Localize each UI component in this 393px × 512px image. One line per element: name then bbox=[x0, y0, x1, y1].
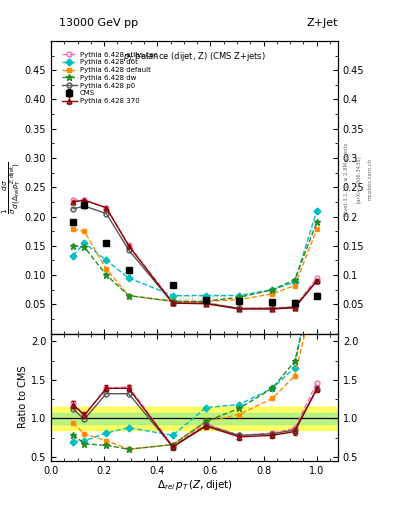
Pythia 6.428 default bbox=[237, 296, 242, 303]
Pythia 6.428 atlas-cac bbox=[292, 304, 297, 310]
Pythia 6.428 default bbox=[314, 226, 319, 232]
Line: Pythia 6.428 d6t: Pythia 6.428 d6t bbox=[71, 208, 319, 298]
Text: [arXiv:1306.3436]: [arXiv:1306.3436] bbox=[356, 155, 361, 203]
Pythia 6.428 d6t bbox=[270, 287, 275, 293]
Pythia 6.428 atlas-cac bbox=[82, 197, 86, 203]
Pythia 6.428 default bbox=[292, 283, 297, 289]
Pythia 6.428 atlas-cac bbox=[171, 300, 175, 306]
Pythia 6.428 atlas-cac bbox=[204, 300, 208, 306]
Pythia 6.428 d6t bbox=[71, 252, 75, 259]
Pythia 6.428 p0 bbox=[82, 203, 86, 209]
Pythia 6.428 d6t bbox=[82, 240, 86, 246]
Pythia 6.428 p0 bbox=[104, 210, 109, 217]
Pythia 6.428 dw bbox=[237, 294, 242, 301]
Pythia 6.428 p0 bbox=[270, 305, 275, 311]
Pythia 6.428 dw bbox=[171, 298, 175, 305]
Pythia 6.428 d6t bbox=[204, 292, 208, 298]
Line: Pythia 6.428 default: Pythia 6.428 default bbox=[71, 227, 319, 304]
Pythia 6.428 d6t bbox=[126, 275, 131, 281]
Pythia 6.428 default bbox=[104, 266, 109, 272]
Text: 13000 GeV pp: 13000 GeV pp bbox=[59, 18, 138, 28]
Pythia 6.428 d6t bbox=[237, 292, 242, 298]
Pythia 6.428 default bbox=[126, 292, 131, 298]
Pythia 6.428 p0 bbox=[314, 278, 319, 284]
Y-axis label: Ratio to CMS: Ratio to CMS bbox=[18, 366, 28, 429]
Pythia 6.428 atlas-cac bbox=[314, 275, 319, 281]
Pythia 6.428 default bbox=[82, 228, 86, 234]
Pythia 6.428 p0 bbox=[204, 300, 208, 306]
Pythia 6.428 atlas-cac bbox=[126, 242, 131, 248]
X-axis label: $\Delta_{rel}\,p_T\,(Z,\mathrm{dijet})$: $\Delta_{rel}\,p_T\,(Z,\mathrm{dijet})$ bbox=[156, 478, 233, 493]
Pythia 6.428 atlas-cac bbox=[270, 305, 275, 311]
Pythia 6.428 d6t bbox=[292, 279, 297, 285]
Pythia 6.428 default bbox=[270, 291, 275, 297]
Line: Pythia 6.428 atlas-cac: Pythia 6.428 atlas-cac bbox=[71, 198, 319, 311]
Pythia 6.428 p0 bbox=[292, 304, 297, 310]
Pythia 6.428 dw bbox=[204, 298, 208, 305]
Text: CMS_2021_I1966118: CMS_2021_I1966118 bbox=[162, 295, 227, 301]
Text: Rivet 3.1.10, ≥ 2.8M events: Rivet 3.1.10, ≥ 2.8M events bbox=[344, 142, 349, 216]
Text: Z+Jet: Z+Jet bbox=[307, 18, 338, 28]
Pythia 6.428 default bbox=[71, 226, 75, 232]
Pythia 6.428 p0 bbox=[237, 305, 242, 311]
Pythia 6.428 dw bbox=[270, 287, 275, 293]
Pythia 6.428 default bbox=[171, 298, 175, 305]
Pythia 6.428 atlas-cac bbox=[71, 197, 75, 203]
Pythia 6.428 atlas-cac bbox=[237, 305, 242, 311]
Pythia 6.428 p0 bbox=[126, 247, 131, 253]
Y-axis label: $\frac{1}{\sigma}\frac{d\sigma}{d(\Delta_{rel}p_T^{Z,\mathrm{dijet}})}$: $\frac{1}{\sigma}\frac{d\sigma}{d(\Delta… bbox=[1, 161, 23, 214]
Pythia 6.428 dw bbox=[71, 243, 75, 249]
Pythia 6.428 dw bbox=[82, 244, 86, 250]
Line: Pythia 6.428 dw: Pythia 6.428 dw bbox=[70, 219, 320, 305]
Legend: Pythia 6.428 atlas-cac, Pythia 6.428 d6t, Pythia 6.428 default, Pythia 6.428 dw,: Pythia 6.428 atlas-cac, Pythia 6.428 d6t… bbox=[60, 50, 159, 105]
Pythia 6.428 default bbox=[204, 298, 208, 305]
Pythia 6.428 dw bbox=[126, 292, 131, 298]
Pythia 6.428 p0 bbox=[71, 206, 75, 212]
Pythia 6.428 atlas-cac bbox=[104, 205, 109, 211]
Pythia 6.428 p0 bbox=[171, 300, 175, 306]
Pythia 6.428 dw bbox=[292, 276, 297, 283]
Pythia 6.428 dw bbox=[314, 219, 319, 225]
Text: mcplots.cern.ch: mcplots.cern.ch bbox=[367, 158, 373, 200]
Line: Pythia 6.428 p0: Pythia 6.428 p0 bbox=[71, 204, 319, 311]
Pythia 6.428 d6t bbox=[104, 258, 109, 264]
Text: $p_T$ balance (dijet, Z) (CMS Z+jets): $p_T$ balance (dijet, Z) (CMS Z+jets) bbox=[123, 50, 266, 63]
Pythia 6.428 d6t bbox=[171, 292, 175, 298]
Pythia 6.428 d6t bbox=[314, 207, 319, 214]
Pythia 6.428 dw bbox=[104, 272, 109, 278]
